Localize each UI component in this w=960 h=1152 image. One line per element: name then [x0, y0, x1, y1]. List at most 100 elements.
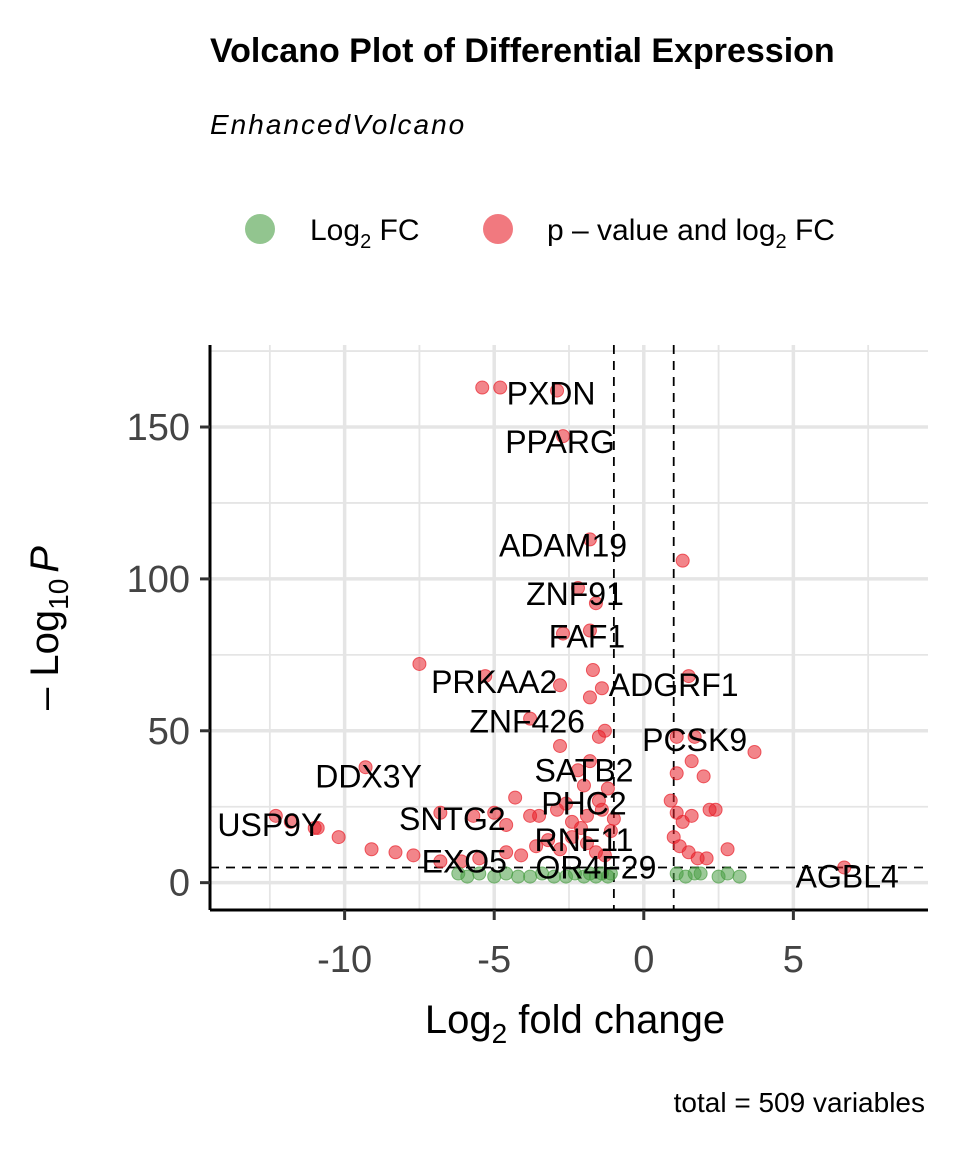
point-both [579, 836, 594, 851]
gene-label: PPARG [505, 424, 615, 460]
point-both [681, 669, 696, 684]
point-fc [603, 866, 618, 881]
point-both [412, 656, 427, 671]
x-tick-label: 5 [783, 939, 804, 981]
point-both [466, 808, 481, 823]
point-both [597, 848, 612, 863]
chart-subtitle: EnhancedVolcano [210, 109, 466, 140]
point-both [675, 553, 690, 568]
point-fc [472, 866, 487, 881]
point-both [570, 581, 585, 596]
point-both [499, 817, 514, 832]
point-both [553, 842, 568, 857]
data-points [268, 380, 852, 884]
point-both [594, 681, 609, 696]
point-both [570, 763, 585, 778]
point-both [487, 805, 502, 820]
x-tick-label: -10 [317, 939, 372, 981]
y-tick-label: 0 [169, 863, 190, 905]
point-both [585, 663, 600, 678]
point-fc [511, 869, 526, 884]
point-both [684, 808, 699, 823]
gene-label: FAF1 [549, 619, 625, 655]
gene-label: PCSK9 [642, 722, 747, 758]
y-tick-label: 100 [127, 559, 190, 601]
point-both [837, 860, 852, 875]
legend-label-both: p – value and log2 FC [547, 214, 835, 253]
point-both [669, 766, 684, 781]
point-both [553, 738, 568, 753]
gene-label: DDX3Y [315, 758, 422, 794]
gene-label: PRKAA2 [431, 664, 557, 700]
gene-label: ZNF426 [469, 704, 585, 740]
grid [210, 345, 928, 910]
point-both [556, 429, 571, 444]
gene-label: EXO5 [422, 843, 507, 879]
gene-label: SATB2 [534, 752, 633, 788]
point-both [687, 729, 702, 744]
axes [208, 345, 928, 912]
point-both [582, 623, 597, 638]
point-both [582, 532, 597, 547]
gene-label: PHC2 [541, 786, 626, 822]
point-both [747, 745, 762, 760]
gene-label: ZNF91 [526, 576, 624, 612]
point-both [556, 626, 571, 641]
point-both [472, 851, 487, 866]
point-both [579, 808, 594, 823]
gene-label: AGBL4 [796, 859, 899, 895]
point-both [669, 729, 684, 744]
point-both [475, 380, 490, 395]
y-tick-label: 150 [127, 407, 190, 449]
point-both [720, 842, 735, 857]
point-both [582, 754, 597, 769]
point-both [532, 808, 547, 823]
point-both [553, 678, 568, 693]
point-both [514, 848, 529, 863]
x-tick-label: 0 [633, 939, 654, 981]
x-tick-label: -5 [477, 939, 511, 981]
point-both [541, 833, 556, 848]
point-both [523, 711, 538, 726]
point-both [433, 854, 448, 869]
gene-label: RNF11 [534, 822, 633, 858]
caption: total = 509 variables [674, 1087, 925, 1118]
point-both [508, 790, 523, 805]
point-both [283, 814, 298, 829]
point-both [573, 820, 588, 835]
point-fc [720, 866, 735, 881]
chart-title: Volcano Plot of Differential Expression [210, 32, 835, 70]
gene-label: OR4F29 [535, 849, 656, 885]
gene-label: USP9Y [217, 807, 322, 843]
point-both [603, 824, 618, 839]
point-both [564, 830, 579, 845]
point-both [594, 802, 609, 817]
point-both [331, 830, 346, 845]
point-both [364, 842, 379, 857]
point-both [576, 778, 591, 793]
point-both [696, 769, 711, 784]
point-both [268, 808, 283, 823]
legend: Log2 FC p – value and log2 FC [245, 214, 835, 253]
gene-label: SNTG2 [399, 801, 506, 837]
point-both [588, 596, 603, 611]
point-both [310, 820, 325, 835]
point-both [499, 845, 514, 860]
x-axis-label: Log2 fold change [425, 998, 725, 1049]
legend-key-both [483, 214, 513, 244]
point-both [433, 805, 448, 820]
point-fc [732, 869, 747, 884]
point-both [600, 781, 615, 796]
gene-labels: PXDN PPARG ADAM19 ZNF91 FAF1 PRKAA2 ADGRF1 ZNF4… [217, 376, 898, 895]
point-both [529, 839, 544, 854]
point-fc [693, 866, 708, 881]
gene-label: PXDN [507, 376, 596, 412]
y-axis-label: – Log10P [23, 546, 74, 710]
legend-key-fc [245, 214, 275, 244]
point-both [684, 754, 699, 769]
point-both [358, 760, 373, 775]
gene-label: ADAM19 [499, 527, 627, 563]
legend-label-fc: Log2 FC [310, 214, 420, 253]
point-both [582, 690, 597, 705]
